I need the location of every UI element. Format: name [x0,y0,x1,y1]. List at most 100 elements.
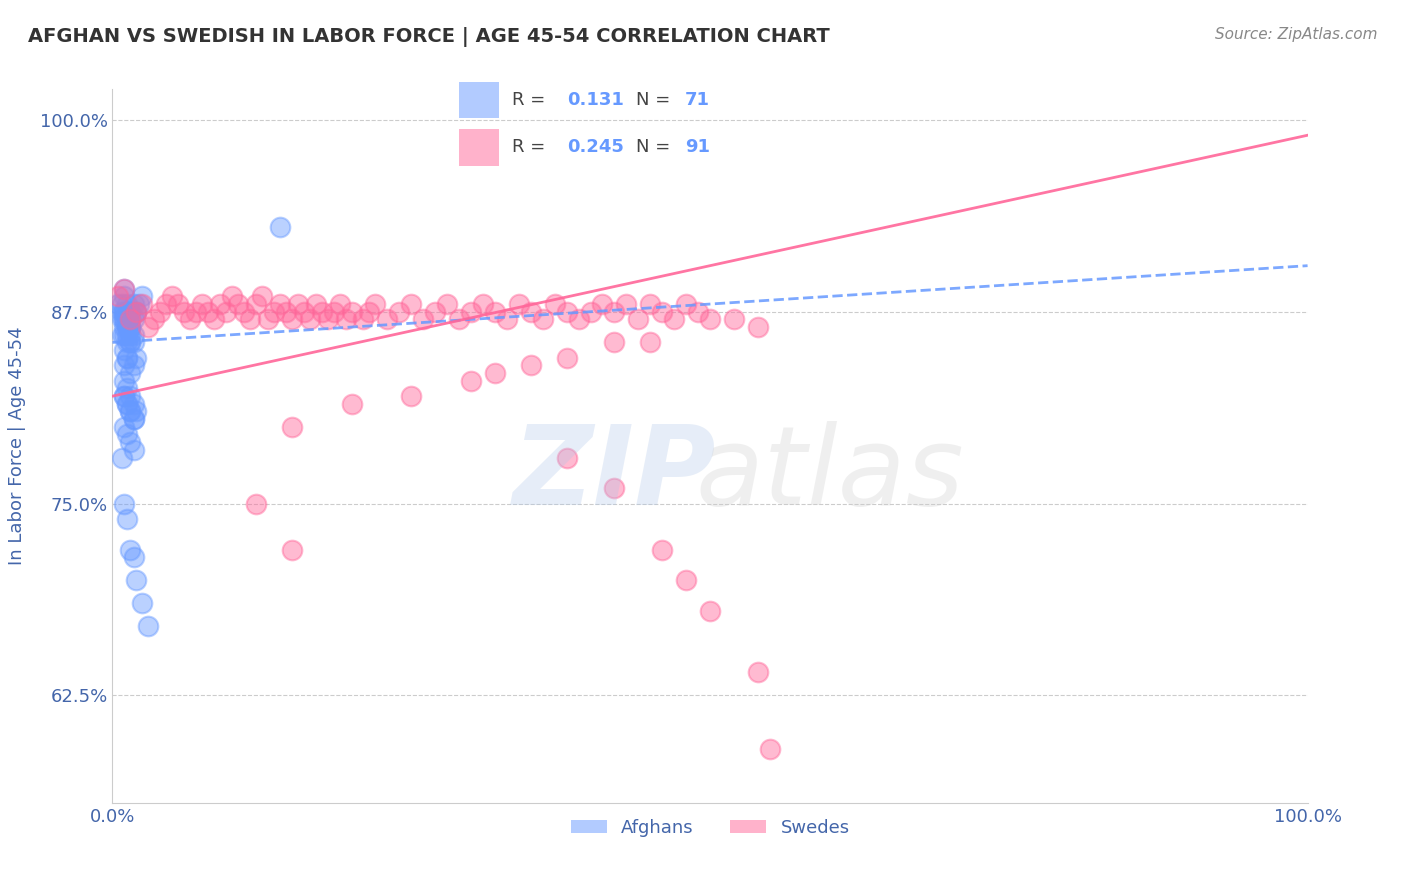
Point [111,450,134,465]
Point [364,297,387,311]
Point [675,297,697,311]
Text: AFGHAN VS SWEDISH IN LABOR FORCE | AGE 45-54 CORRELATION CHART: AFGHAN VS SWEDISH IN LABOR FORCE | AGE 4… [28,27,830,46]
Point [759,742,782,756]
Point [173,304,195,318]
Point [115,427,138,442]
Point [115,397,138,411]
Point [120,320,142,334]
Point [316,312,339,326]
Point [120,304,142,318]
Point [496,312,519,326]
Point [520,359,543,373]
Point [616,297,638,311]
Point [115,327,138,342]
Point [747,665,769,680]
Point [436,297,458,311]
Point [281,542,304,557]
Point [335,312,357,326]
Point [120,312,142,326]
Point [191,297,214,311]
Point [114,327,135,342]
Point [115,351,138,365]
Point [281,312,304,326]
Point [125,404,148,418]
Point [120,335,142,350]
Point [675,574,697,588]
Point [664,312,686,326]
Point [111,327,134,342]
Point [122,550,145,565]
Point [122,397,145,411]
Point [245,497,267,511]
Bar [460,129,499,166]
Point [114,389,135,403]
Point [292,304,315,318]
Legend: Afghans, Swedes: Afghans, Swedes [564,812,856,844]
Bar [460,82,499,119]
Point [114,359,135,373]
Point [120,404,142,418]
Point [115,397,138,411]
Point [202,312,225,326]
Point [197,304,219,318]
Point [111,297,134,311]
Point [531,312,554,326]
Point [250,289,273,303]
Point [167,297,190,311]
Point [460,304,482,318]
Point [128,297,150,311]
Point [226,297,249,311]
Point [209,297,232,311]
Point [149,304,172,318]
Point [155,297,177,311]
Point [125,304,148,318]
Point [125,304,148,318]
Point [114,374,135,388]
Point [340,397,363,411]
Point [120,435,142,450]
Point [107,297,129,311]
Point [412,312,434,326]
Point [122,312,145,326]
Text: 71: 71 [685,91,710,109]
Point [131,596,153,610]
Point [125,574,148,588]
Point [131,289,153,303]
Point [131,297,153,311]
Point [115,297,138,311]
Point [115,320,138,334]
Text: ZIP: ZIP [513,421,716,528]
Point [603,335,626,350]
Point [603,481,626,495]
Point [520,304,543,318]
Point [723,312,745,326]
Point [125,351,148,365]
Point [111,312,134,326]
Point [114,282,135,296]
Point [120,320,142,334]
Point [114,389,135,403]
Point [592,297,614,311]
Point [114,320,135,334]
Point [651,304,673,318]
Point [122,412,145,426]
Point [122,442,145,457]
Point [179,312,201,326]
Text: 0.131: 0.131 [568,91,624,109]
Point [555,304,578,318]
Text: N =: N = [636,91,675,109]
Point [120,312,142,326]
Point [388,304,411,318]
Point [162,289,183,303]
Point [115,312,138,326]
Point [120,304,142,318]
Point [640,335,662,350]
Point [747,320,769,334]
Point [627,312,650,326]
Point [114,419,135,434]
Point [401,297,423,311]
Point [298,312,321,326]
Point [447,312,470,326]
Point [579,304,602,318]
Point [640,297,662,311]
